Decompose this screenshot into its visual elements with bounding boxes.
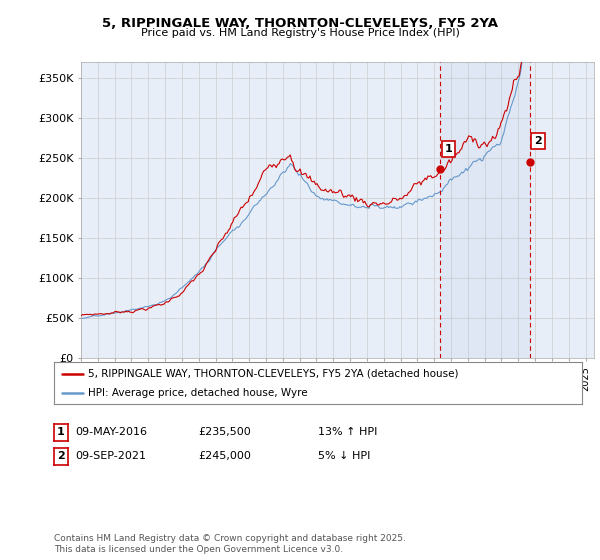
Text: 5% ↓ HPI: 5% ↓ HPI [318,451,370,461]
Text: 2: 2 [57,451,65,461]
Text: 1: 1 [445,144,452,154]
Text: 09-SEP-2021: 09-SEP-2021 [75,451,146,461]
Text: 5, RIPPINGALE WAY, THORNTON-CLEVELEYS, FY5 2YA: 5, RIPPINGALE WAY, THORNTON-CLEVELEYS, F… [102,17,498,30]
Text: 09-MAY-2016: 09-MAY-2016 [75,427,147,437]
Text: 5, RIPPINGALE WAY, THORNTON-CLEVELEYS, FY5 2YA (detached house): 5, RIPPINGALE WAY, THORNTON-CLEVELEYS, F… [88,368,459,379]
Text: Price paid vs. HM Land Registry's House Price Index (HPI): Price paid vs. HM Land Registry's House … [140,28,460,38]
Text: £235,500: £235,500 [198,427,251,437]
Bar [440,62,530,358]
Text: Contains HM Land Registry data © Crown copyright and database right 2025.
This d: Contains HM Land Registry data © Crown c… [54,534,406,554]
Text: £245,000: £245,000 [198,451,251,461]
Text: 2: 2 [534,136,542,146]
Text: 1: 1 [57,427,65,437]
Text: 13% ↑ HPI: 13% ↑ HPI [318,427,377,437]
Text: HPI: Average price, detached house, Wyre: HPI: Average price, detached house, Wyre [88,388,308,398]
